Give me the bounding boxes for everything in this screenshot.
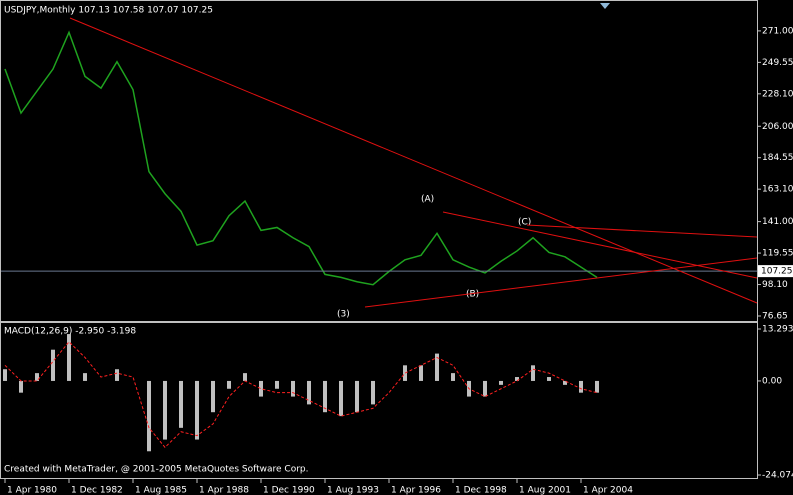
macd-pane	[0, 322, 758, 479]
macd-bar	[579, 380, 583, 393]
macd-bar	[483, 380, 487, 397]
macd-bar	[355, 380, 359, 413]
price-pane	[0, 0, 758, 322]
x-tick-label: 1 Aug 2001	[519, 486, 571, 495]
macd-bar	[195, 380, 199, 440]
x-tick-label: 1 Apr 1988	[199, 486, 249, 495]
macd-bar	[307, 380, 311, 405]
trend-line	[526, 224, 758, 238]
macd-bar	[243, 373, 247, 381]
macd-bar	[227, 380, 231, 389]
macd-bar	[435, 353, 439, 381]
x-tick-label: 1 Aug 1993	[327, 486, 379, 495]
macd-bar	[419, 365, 423, 381]
macd-bar	[211, 380, 215, 413]
y-tick-label: 249.55	[762, 58, 793, 68]
y-tick-label: 271.00	[762, 26, 793, 36]
macd-bar	[83, 373, 87, 381]
macd-bar	[403, 365, 407, 381]
current-price-box	[758, 265, 793, 278]
macd-bar	[19, 380, 23, 393]
x-tick-label: 1 Dec 1982	[71, 486, 123, 495]
y-tick-label: 119.55	[762, 249, 793, 259]
macd-bar	[515, 377, 519, 381]
macd-bar	[451, 373, 455, 381]
macd-bar	[67, 334, 71, 381]
x-tick-label: 1 Dec 1990	[263, 486, 315, 495]
macd-bar	[3, 369, 7, 381]
price-title: USDJPY,Monthly 107.13 107.58 107.07 107.…	[4, 6, 213, 16]
x-tick-label: 1 Apr 1996	[391, 486, 441, 495]
macd-bar	[163, 380, 167, 440]
x-tick-label: 1 Apr 1980	[7, 486, 57, 495]
trend-line	[69, 17, 758, 304]
macd-bar	[259, 380, 263, 397]
price-line	[4, 30, 598, 286]
y-tick-label: 98.10	[762, 280, 788, 290]
x-tick-label: 1 Aug 1985	[135, 486, 187, 495]
y-tick-label: 228.10	[762, 89, 793, 99]
x-tick-label: 1 Dec 1998	[455, 486, 507, 495]
annotation: (C)	[518, 218, 531, 228]
footer: Created with MetaTrader, @ 2001-2005 Met…	[4, 465, 308, 475]
annotation: (A)	[421, 195, 434, 205]
shift-marker	[600, 3, 610, 9]
y-tick-label: 206.00	[762, 122, 793, 132]
macd-bar	[35, 373, 39, 381]
y-tick-label: 184.55	[762, 153, 793, 163]
macd-bar	[563, 380, 567, 385]
macd-bar	[291, 380, 295, 397]
trend-line	[442, 211, 758, 279]
macd-bar	[339, 380, 343, 417]
macd-bar	[115, 369, 119, 381]
current-price-label: 107.25	[761, 267, 793, 277]
trend-line	[364, 257, 758, 308]
macd-bar	[275, 380, 279, 389]
trend-lines	[69, 17, 758, 308]
annotation: (B)	[466, 290, 479, 300]
y-tick-label: 76.65	[762, 312, 788, 322]
y-tick-label: 163.10	[762, 185, 793, 195]
y-tick-label: -24.074	[762, 471, 793, 481]
macd-bar	[531, 365, 535, 381]
macd-bar	[323, 380, 327, 413]
x-tick-label: 1 Apr 2004	[583, 486, 633, 495]
y-tick-label: 0.00	[762, 376, 782, 386]
macd-bar	[499, 380, 503, 385]
y-tick-label: 13.293	[762, 325, 793, 335]
macd-bar	[51, 349, 55, 381]
macd-bar	[547, 377, 551, 381]
annotation: (3)	[337, 310, 350, 320]
macd-bar	[147, 380, 151, 452]
y-tick-label: 141.00	[762, 217, 793, 227]
macd-title: MACD(12,26,9) -2.950 -3.198	[4, 327, 136, 337]
macd-bar	[371, 380, 375, 405]
macd-bar	[179, 380, 183, 428]
macd-bar	[595, 380, 599, 393]
